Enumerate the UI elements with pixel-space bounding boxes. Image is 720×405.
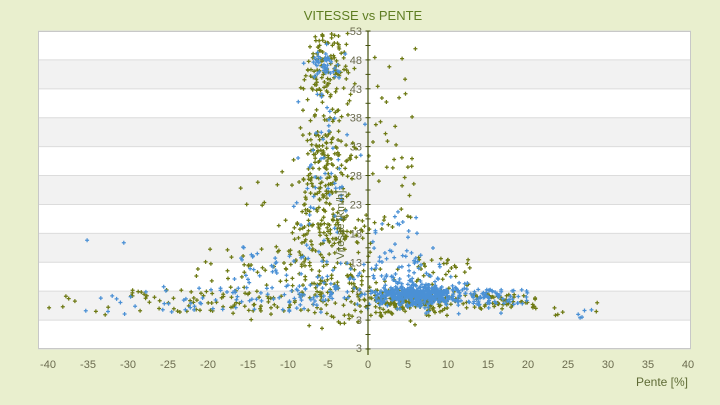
- y-tick-label: 48: [350, 55, 362, 67]
- y-tick-label: 3: [356, 315, 362, 327]
- plot-band: [38, 88, 691, 118]
- plot-band: [38, 320, 691, 349]
- y-tick-label: 53: [350, 26, 362, 38]
- y-tick-label: 38: [350, 113, 362, 125]
- plot-band: [38, 59, 691, 89]
- x-tick-label: 15: [482, 359, 494, 371]
- y-tick-label: 13: [350, 257, 362, 269]
- x-tick-label: 30: [602, 359, 614, 371]
- plot-band: [38, 117, 691, 147]
- plot-band: [38, 175, 691, 205]
- y-axis-title: Vitesse [km/h]: [335, 191, 347, 260]
- x-tick-label: -40: [40, 359, 56, 371]
- x-tick-label: -20: [200, 359, 216, 371]
- x-tick-label: 0: [365, 359, 371, 371]
- y-tick-label: 28: [350, 171, 362, 183]
- x-tick-label: -25: [160, 359, 176, 371]
- x-tick-label: 40: [682, 359, 694, 371]
- x-tick-label: 5: [405, 359, 411, 371]
- x-tick-label: -15: [240, 359, 256, 371]
- plot-band: [38, 262, 691, 292]
- x-tick-label: -30: [120, 359, 136, 371]
- x-tick-label: -5: [323, 359, 333, 371]
- x-tick-label: 35: [642, 359, 654, 371]
- y-tick-label: 43: [350, 84, 362, 96]
- x-tick-label: -35: [80, 359, 96, 371]
- y-tick-label: 8: [356, 286, 362, 298]
- y-tick-label: 23: [350, 200, 362, 212]
- scatter-series-serie-bleue: [83, 42, 594, 320]
- y-axis-edge-label: 3: [356, 343, 362, 355]
- plot-border: [38, 31, 691, 349]
- x-axis-title: Pente [%]: [636, 375, 688, 389]
- x-tick-label: -10: [280, 359, 296, 371]
- plot-band: [38, 204, 691, 234]
- x-tick-label: 25: [562, 359, 574, 371]
- x-tick-label: 10: [442, 359, 454, 371]
- plot-band: [38, 31, 691, 60]
- chart-title: VITESSE vs PENTE: [304, 8, 423, 23]
- plot-band: [38, 146, 691, 176]
- x-tick-label: 20: [522, 359, 534, 371]
